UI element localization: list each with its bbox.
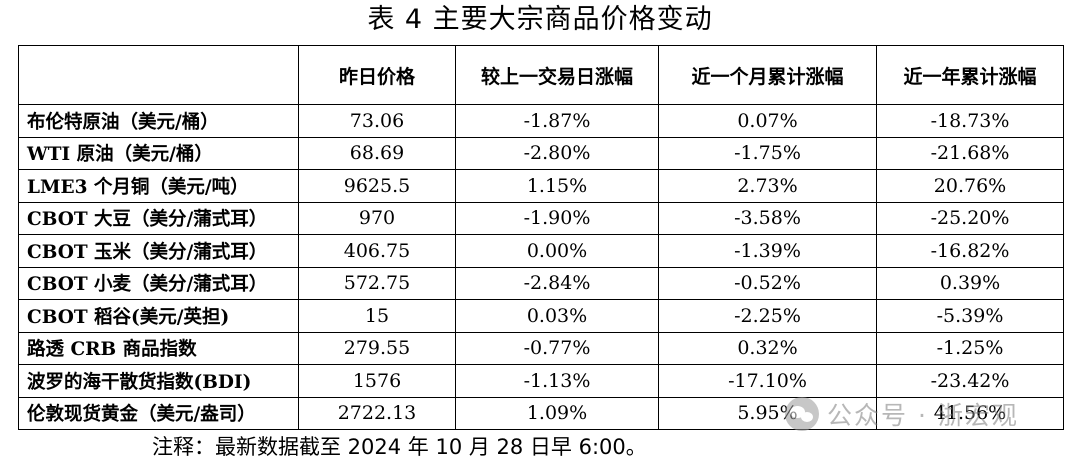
commodity-name-cell: LME3 个月铜（美元/吨） — [18, 169, 299, 203]
month-change-cell: 0.07% — [658, 104, 877, 138]
price-cell: 1576 — [298, 364, 456, 398]
commodity-price-table: 昨日价格 较上一交易日涨幅 近一个月累计涨幅 近一年累计涨幅 布伦特原油（美元/… — [18, 45, 1064, 430]
watermark-text: 公众号 · 浙宏观 — [827, 401, 1019, 430]
price-cell: 9625.5 — [298, 169, 456, 203]
table-row: CBOT 小麦（美分/蒲式耳） 572.75 -2.84% -0.52% 0.39% — [18, 266, 1064, 300]
price-cell: 15 — [298, 299, 456, 333]
daily-change-cell: 1.09% — [455, 396, 659, 430]
table-footnote: 注释：最新数据截至 2024 年 10 月 28 日早 6:00。 — [152, 435, 647, 459]
daily-change-cell: 1.15% — [455, 169, 659, 203]
header-cell-commodity — [18, 45, 299, 105]
year-change-cell: -21.68% — [876, 136, 1064, 170]
table-row: WTI 原油（美元/桶） 68.69 -2.80% -1.75% -21.68% — [18, 136, 1064, 170]
month-change-cell: 0.32% — [658, 331, 877, 365]
daily-change-cell: 0.00% — [455, 234, 659, 268]
commodity-name-cell: 路透 CRB 商品指数 — [18, 331, 299, 365]
daily-change-cell: -2.84% — [455, 266, 659, 300]
header-row: 昨日价格 较上一交易日涨幅 近一个月累计涨幅 近一年累计涨幅 — [18, 45, 1064, 105]
month-change-cell: -1.75% — [658, 136, 877, 170]
daily-change-cell: -1.87% — [455, 104, 659, 138]
price-cell: 73.06 — [298, 104, 456, 138]
month-change-cell: -0.52% — [658, 266, 877, 300]
year-change-cell: -16.82% — [876, 234, 1064, 268]
table-row: CBOT 稻谷(美元/英担) 15 0.03% -2.25% -5.39% — [18, 299, 1064, 333]
month-change-cell: 5.95% — [658, 396, 877, 430]
year-change-cell: -25.20% — [876, 201, 1064, 235]
commodity-name-cell: WTI 原油（美元/桶） — [18, 136, 299, 170]
year-change-cell: 20.76% — [876, 169, 1064, 203]
year-change-cell: -18.73% — [876, 104, 1064, 138]
month-change-cell: -1.39% — [658, 234, 877, 268]
commodity-name-cell: CBOT 大豆（美分/蒲式耳） — [18, 201, 299, 235]
daily-change-cell: 0.03% — [455, 299, 659, 333]
table-row: 布伦特原油（美元/桶） 73.06 -1.87% 0.07% -18.73% — [18, 104, 1064, 138]
price-cell: 2722.13 — [298, 396, 456, 430]
commodity-name-cell: CBOT 玉米（美分/蒲式耳） — [18, 234, 299, 268]
year-change-cell: 41.56% — [876, 396, 1064, 430]
year-change-cell: -1.25% — [876, 331, 1064, 365]
price-cell: 279.55 — [298, 331, 456, 365]
header-cell-price: 昨日价格 — [298, 45, 456, 105]
table-row: LME3 个月铜（美元/吨） 9625.5 1.15% 2.73% 20.76% — [18, 169, 1064, 203]
price-cell: 68.69 — [298, 136, 456, 170]
month-change-cell: 2.73% — [658, 169, 877, 203]
table-title: 表 4 主要大宗商品价格变动 — [367, 4, 713, 35]
commodity-name-cell: CBOT 小麦（美分/蒲式耳） — [18, 266, 299, 300]
year-change-cell: -23.42% — [876, 364, 1064, 398]
table-row: 路透 CRB 商品指数 279.55 -0.77% 0.32% -1.25% — [18, 331, 1064, 365]
month-change-cell: -17.10% — [658, 364, 877, 398]
month-change-cell: -3.58% — [658, 201, 877, 235]
daily-change-cell: -0.77% — [455, 331, 659, 365]
price-cell: 970 — [298, 201, 456, 235]
daily-change-cell: -1.13% — [455, 364, 659, 398]
table-row: CBOT 玉米（美分/蒲式耳） 406.75 0.00% -1.39% -16.82% — [18, 234, 1064, 268]
table-row: 波罗的海干散货指数(BDI) 1576 -1.13% -17.10% -23.42% — [18, 364, 1064, 398]
wechat-icon — [785, 397, 819, 431]
daily-change-cell: -1.90% — [455, 201, 659, 235]
commodity-name-cell: 布伦特原油（美元/桶） — [18, 104, 299, 138]
header-cell-month-change: 近一个月累计涨幅 — [658, 45, 877, 105]
year-change-cell: -5.39% — [876, 299, 1064, 333]
header-cell-daily-change: 较上一交易日涨幅 — [455, 45, 659, 105]
commodity-name-cell: CBOT 稻谷(美元/英担) — [18, 299, 299, 333]
year-change-cell: 0.39% — [876, 266, 1064, 300]
table-row: 伦敦现货黄金（美元/盎司） 2722.13 1.09% 5.95% 41.56% — [18, 396, 1064, 430]
commodity-name-cell: 伦敦现货黄金（美元/盎司） — [18, 396, 299, 430]
price-cell: 406.75 — [298, 234, 456, 268]
month-change-cell: -2.25% — [658, 299, 877, 333]
price-cell: 572.75 — [298, 266, 456, 300]
table-row: CBOT 大豆（美分/蒲式耳） 970 -1.90% -3.58% -25.20% — [18, 201, 1064, 235]
daily-change-cell: -2.80% — [455, 136, 659, 170]
header-cell-year-change: 近一年累计涨幅 — [876, 45, 1064, 105]
commodity-name-cell: 波罗的海干散货指数(BDI) — [18, 364, 299, 398]
watermark: 公众号 · 浙宏观 — [785, 394, 1019, 434]
